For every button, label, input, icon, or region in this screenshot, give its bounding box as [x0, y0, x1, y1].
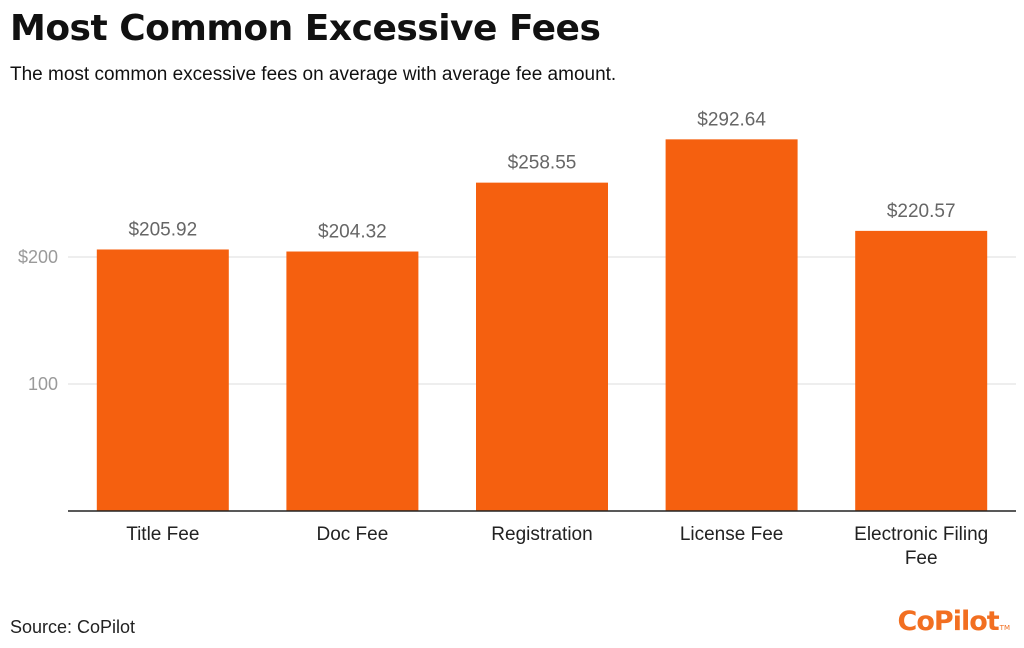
- bar: [665, 139, 798, 511]
- chart-title: Most Common Excessive Fees: [10, 8, 601, 49]
- y-tick-label: 100: [28, 374, 58, 394]
- bar: [96, 249, 229, 511]
- chart-subtitle: The most common excessive fees on averag…: [10, 64, 617, 85]
- x-tick-label-line: License Fee: [680, 524, 784, 545]
- source-note: Source: CoPilot: [10, 617, 136, 637]
- x-tick-label-line: Electronic Filing: [854, 524, 988, 545]
- x-tick-label: Title Fee: [126, 524, 199, 545]
- x-tick-label: License Fee: [680, 524, 784, 545]
- logo-text: CoPilot: [897, 606, 1000, 637]
- data-label: $204.32: [318, 222, 387, 243]
- x-tick-label: Doc Fee: [316, 524, 388, 545]
- y-tick-label: $200: [18, 247, 58, 267]
- logo-trademark: TM: [999, 624, 1010, 632]
- x-tick-label-line: Fee: [905, 548, 938, 569]
- bar: [286, 251, 419, 511]
- bar: [855, 230, 988, 511]
- x-tick-label: Electronic Filing Fee: [854, 524, 988, 569]
- copilot-logo: CoPilotTM: [898, 606, 1010, 637]
- bar: [476, 182, 608, 512]
- data-label: $220.57: [887, 201, 956, 222]
- x-tick-label-line: Registration: [491, 524, 592, 545]
- x-tick-label-line: Doc Fee: [316, 524, 388, 545]
- data-label: $258.55: [508, 153, 577, 174]
- x-tick-label-line: Title Fee: [126, 524, 199, 545]
- data-label: $292.64: [697, 109, 766, 130]
- x-tick-label: Registration: [491, 524, 592, 545]
- data-label: $205.92: [128, 219, 197, 240]
